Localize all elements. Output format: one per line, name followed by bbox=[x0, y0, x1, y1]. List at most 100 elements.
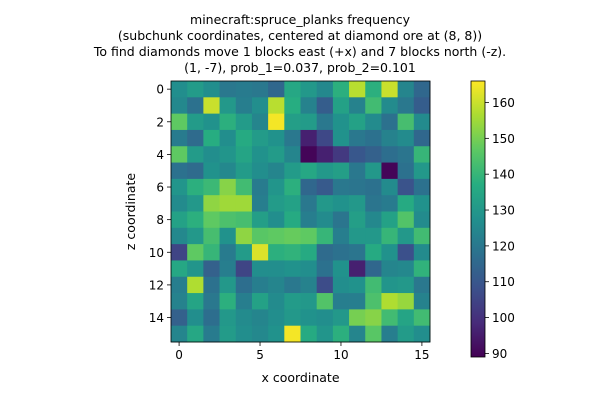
heatmap-cell bbox=[413, 81, 431, 98]
heatmap-cell bbox=[381, 211, 399, 229]
heatmap-cell bbox=[316, 146, 334, 163]
heatmap-cell bbox=[203, 325, 220, 343]
heatmap-cell bbox=[397, 97, 415, 115]
heatmap-cell bbox=[251, 97, 269, 115]
heatmap-cell bbox=[187, 195, 204, 212]
heatmap-cell bbox=[365, 244, 382, 261]
heatmap-cell bbox=[235, 309, 253, 327]
heatmap-cell bbox=[219, 97, 237, 115]
heatmap-cell bbox=[219, 195, 237, 212]
heatmap-cell bbox=[187, 260, 204, 278]
heatmap-cell bbox=[381, 195, 399, 212]
heatmap-cell bbox=[332, 162, 350, 180]
heatmap-cell bbox=[268, 309, 285, 327]
heatmap-cell bbox=[284, 211, 301, 229]
heatmap-cell bbox=[316, 97, 334, 115]
colorbar-tick-label: 150 bbox=[492, 132, 515, 146]
heatmap-cell bbox=[413, 162, 431, 180]
y-axis-label: z coordinate bbox=[123, 173, 138, 251]
heatmap-cell bbox=[251, 129, 269, 147]
heatmap-cell bbox=[251, 260, 269, 278]
heatmap-cell bbox=[381, 276, 399, 294]
heatmap-cell bbox=[316, 195, 334, 212]
heatmap-cell bbox=[349, 309, 366, 327]
heatmap-cell bbox=[235, 146, 253, 163]
heatmap-cell bbox=[268, 244, 285, 261]
heatmap-cell bbox=[203, 178, 220, 196]
heatmap-cell bbox=[284, 81, 301, 98]
heatmap-cell bbox=[219, 129, 237, 147]
heatmap-cell bbox=[268, 260, 285, 278]
heatmap-cell bbox=[300, 260, 318, 278]
heatmap-cell bbox=[300, 244, 318, 261]
heatmap-cell bbox=[397, 81, 415, 98]
colorbar-tick-label: 140 bbox=[492, 168, 515, 182]
heatmap-cell bbox=[316, 211, 334, 229]
heatmap-cell bbox=[397, 146, 415, 163]
heatmap-cell bbox=[284, 309, 301, 327]
heatmap-cell bbox=[349, 244, 366, 261]
heatmap-cell bbox=[203, 146, 220, 163]
heatmap-cell bbox=[203, 195, 220, 212]
heatmap-cell bbox=[203, 260, 220, 278]
heatmap-cell bbox=[413, 113, 431, 131]
heatmap-cell bbox=[316, 276, 334, 294]
heatmap-cell bbox=[365, 195, 382, 212]
heatmap-cell bbox=[397, 325, 415, 343]
heatmap-cell bbox=[413, 325, 431, 343]
heatmap-cell bbox=[300, 211, 318, 229]
heatmap-cell bbox=[349, 97, 366, 115]
heatmap-cell bbox=[332, 276, 350, 294]
heatmap-cell bbox=[268, 162, 285, 180]
heatmap-cell bbox=[300, 162, 318, 180]
heatmap-cell bbox=[349, 81, 366, 98]
heatmap-cell bbox=[397, 227, 415, 245]
y-tick-label: 8 bbox=[156, 213, 164, 227]
heatmap-cell bbox=[284, 244, 301, 261]
heatmap-cell bbox=[284, 129, 301, 147]
heatmap-cell bbox=[268, 81, 285, 98]
heatmap-cell bbox=[365, 309, 382, 327]
heatmap-cell bbox=[349, 178, 366, 196]
heatmap-cell bbox=[365, 129, 382, 147]
heatmap-cell bbox=[251, 293, 269, 310]
heatmap-cell bbox=[187, 309, 204, 327]
heatmap-cell bbox=[397, 260, 415, 278]
heatmap-cell bbox=[349, 211, 366, 229]
heatmap-cell bbox=[381, 260, 399, 278]
heatmap-cell bbox=[365, 260, 382, 278]
colorbar-tick-label: 120 bbox=[492, 239, 515, 253]
heatmap-cell bbox=[268, 129, 285, 147]
chart-title-line-4: (1, -7), prob_1=0.037, prob_2=0.101 bbox=[184, 60, 416, 75]
heatmap-cell bbox=[365, 97, 382, 115]
heatmap-cell bbox=[316, 293, 334, 310]
heatmap-cell bbox=[365, 227, 382, 245]
heatmap-cell bbox=[251, 325, 269, 343]
y-tick-label: 14 bbox=[149, 311, 164, 325]
heatmap-cell bbox=[219, 178, 237, 196]
plot-frame bbox=[170, 80, 431, 343]
heatmap-cell bbox=[284, 260, 301, 278]
x-tick-label: 5 bbox=[256, 348, 264, 362]
heatmap-cell bbox=[219, 146, 237, 163]
heatmap-cell bbox=[187, 162, 204, 180]
heatmap-cell bbox=[332, 260, 350, 278]
heatmap-cell bbox=[413, 195, 431, 212]
heatmap-cell bbox=[171, 195, 188, 212]
heatmap-cell bbox=[349, 276, 366, 294]
heatmap-cell bbox=[219, 227, 237, 245]
heatmap-cell bbox=[251, 178, 269, 196]
heatmap-cell bbox=[203, 276, 220, 294]
heatmap-cell bbox=[203, 244, 220, 261]
heatmap-cell bbox=[171, 276, 188, 294]
heatmap-cell bbox=[284, 195, 301, 212]
heatmap-cell bbox=[300, 276, 318, 294]
heatmap-cell bbox=[413, 129, 431, 147]
heatmap-cell bbox=[332, 97, 350, 115]
heatmap-cell bbox=[284, 113, 301, 131]
heatmap-cell bbox=[284, 293, 301, 310]
heatmap-cell bbox=[171, 211, 188, 229]
heatmap-cell bbox=[397, 309, 415, 327]
heatmap-cell bbox=[219, 81, 237, 98]
